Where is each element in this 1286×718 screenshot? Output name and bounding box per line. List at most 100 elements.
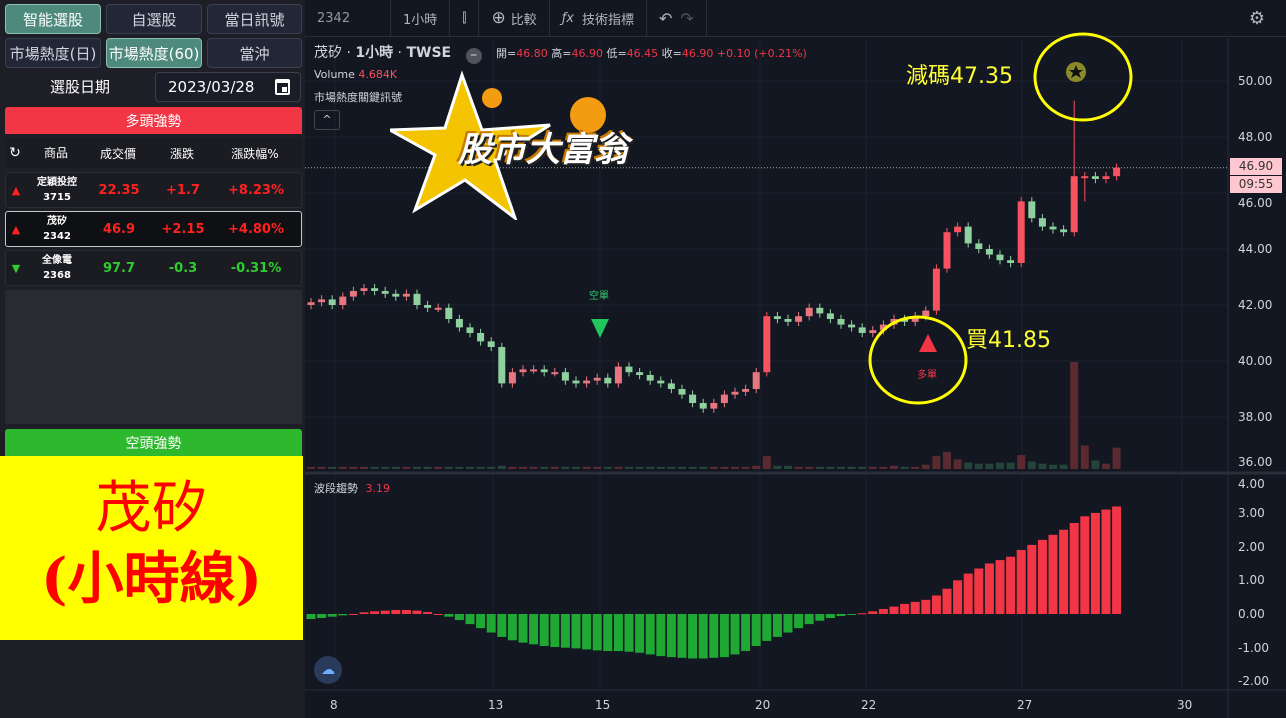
tab-smart-pick[interactable]: 智能選股 xyxy=(5,4,101,34)
product-name: 全像電 xyxy=(42,255,72,266)
refresh-icon[interactable]: ↻ xyxy=(9,145,21,161)
volume-bar xyxy=(317,466,326,469)
osc-bar xyxy=(1006,556,1016,614)
osc-bar xyxy=(825,614,835,619)
osc-bar xyxy=(751,614,761,647)
candle-body xyxy=(636,372,644,375)
tab-heat-60[interactable]: 市場熱度(60) xyxy=(106,38,202,68)
osc-bar xyxy=(486,614,496,633)
candle-body xyxy=(922,310,930,317)
osc-tick: 0.00 xyxy=(1238,607,1265,621)
osc-bar xyxy=(465,614,475,625)
osc-bar xyxy=(359,612,369,614)
osc-bar xyxy=(772,614,782,637)
product-code: 2342 xyxy=(43,231,71,242)
table-row[interactable]: ▼ 全像電 2368 97.7 -0.3 -0.31% xyxy=(5,250,302,286)
candle-body xyxy=(540,369,548,373)
volume-bar xyxy=(434,466,443,469)
osc-bar xyxy=(645,614,655,655)
osc-bar xyxy=(444,614,454,617)
down-arrow-icon: ▼ xyxy=(11,261,21,275)
symbol-search[interactable]: 2342 xyxy=(305,0,391,37)
volume-bar xyxy=(784,465,792,469)
table-row[interactable]: ▲ 定穎投控 3715 22.35 +1.7 +8.23% xyxy=(5,172,302,208)
volume-bar xyxy=(1059,464,1068,469)
candle-body xyxy=(720,394,728,403)
redo-icon[interactable]: ↷ xyxy=(680,8,694,28)
candle-style-icon[interactable]: ⫿ xyxy=(450,0,480,37)
tab-daytrade[interactable]: 當沖 xyxy=(207,38,302,68)
tab-watchlist[interactable]: 自選股 xyxy=(106,4,202,34)
candle-body xyxy=(508,372,516,384)
collapse-indicators-button[interactable]: ^ xyxy=(314,110,340,130)
candle-body xyxy=(1060,229,1068,233)
volume-bar xyxy=(837,466,845,469)
collapse-legend-icon[interactable]: – xyxy=(465,48,482,64)
volume-bar xyxy=(1091,460,1100,469)
short-signal-label: 空單 xyxy=(589,291,609,302)
osc-bar xyxy=(1016,549,1026,614)
product-code: 2368 xyxy=(43,270,71,281)
osc-bar xyxy=(412,610,422,614)
date-input[interactable]: 2023/03/28 xyxy=(155,72,301,102)
volume-bar xyxy=(603,466,612,469)
volume-bar xyxy=(360,466,368,469)
candle-body xyxy=(434,307,442,310)
interval-button[interactable]: 1小時 xyxy=(391,0,451,37)
volume-bar xyxy=(996,462,1004,469)
osc-bar xyxy=(391,609,401,614)
col-change: 漲跌 xyxy=(169,146,194,161)
volume-bar xyxy=(519,466,527,469)
undo-icon[interactable]: ↶ ↷ xyxy=(647,0,707,37)
volume-bar xyxy=(741,466,750,469)
osc-bar xyxy=(677,614,687,658)
volume-bar xyxy=(858,466,867,469)
volume-bar xyxy=(466,466,474,469)
volume-bar xyxy=(413,466,421,469)
overlay-interval: (小時線) xyxy=(41,546,262,612)
plus-circle-icon: ⊕ xyxy=(491,8,506,28)
sell-circle xyxy=(1033,32,1133,122)
tradingview-logo-icon[interactable]: ☁ xyxy=(314,656,342,684)
volume-bar xyxy=(731,466,739,469)
volume-bar xyxy=(381,466,390,469)
compare-label: 比較 xyxy=(510,12,537,28)
buy-circle xyxy=(868,315,968,405)
candle-body xyxy=(858,327,866,333)
indicators-button[interactable]: ƒx 技術指標 xyxy=(550,0,648,37)
osc-bar xyxy=(688,614,698,659)
up-arrow-icon: ▲ xyxy=(11,183,21,197)
volume-label: Volume xyxy=(314,68,355,81)
bar-countdown: 09:55 xyxy=(1230,176,1282,193)
candle-body xyxy=(519,369,527,373)
time-tick: 27 xyxy=(1017,698,1033,712)
volume-bar xyxy=(932,456,941,469)
candle-body xyxy=(625,366,633,373)
osc-bar xyxy=(1037,539,1047,614)
high-label: 高= xyxy=(551,47,572,60)
table-row[interactable]: ▲ 茂矽 2342 46.9 +2.15 +4.80% xyxy=(5,211,302,247)
candle-body xyxy=(583,380,591,384)
change-value: +0.10 (+0.21%) xyxy=(716,47,807,60)
calendar-icon[interactable] xyxy=(275,79,290,95)
candle-body xyxy=(975,243,983,249)
settings-gear-icon[interactable]: ⚙ xyxy=(1248,7,1266,29)
product-cell: 茂矽 2342 xyxy=(26,214,88,244)
time-tick: 13 xyxy=(488,698,504,712)
osc-bar xyxy=(348,614,358,615)
compare-button[interactable]: ⊕ 比較 xyxy=(479,0,550,37)
tab-heat-day[interactable]: 市場熱度(日) xyxy=(5,38,101,68)
osc-bar xyxy=(433,614,443,615)
overlay-stock-name: 茂矽 xyxy=(95,476,208,541)
volume-bar xyxy=(487,466,496,469)
stock-title-overlay: 茂矽 (小時線) xyxy=(0,456,303,640)
osc-bar xyxy=(518,614,528,643)
candle-body xyxy=(402,293,410,297)
osc-bar xyxy=(529,614,539,645)
candle-body xyxy=(561,372,569,381)
tab-daily-signal[interactable]: 當日訊號 xyxy=(207,4,302,34)
candle-body xyxy=(307,302,315,305)
change-cell: -0.3 xyxy=(168,260,198,276)
osc-bar xyxy=(582,614,592,650)
candle-body xyxy=(445,307,453,319)
